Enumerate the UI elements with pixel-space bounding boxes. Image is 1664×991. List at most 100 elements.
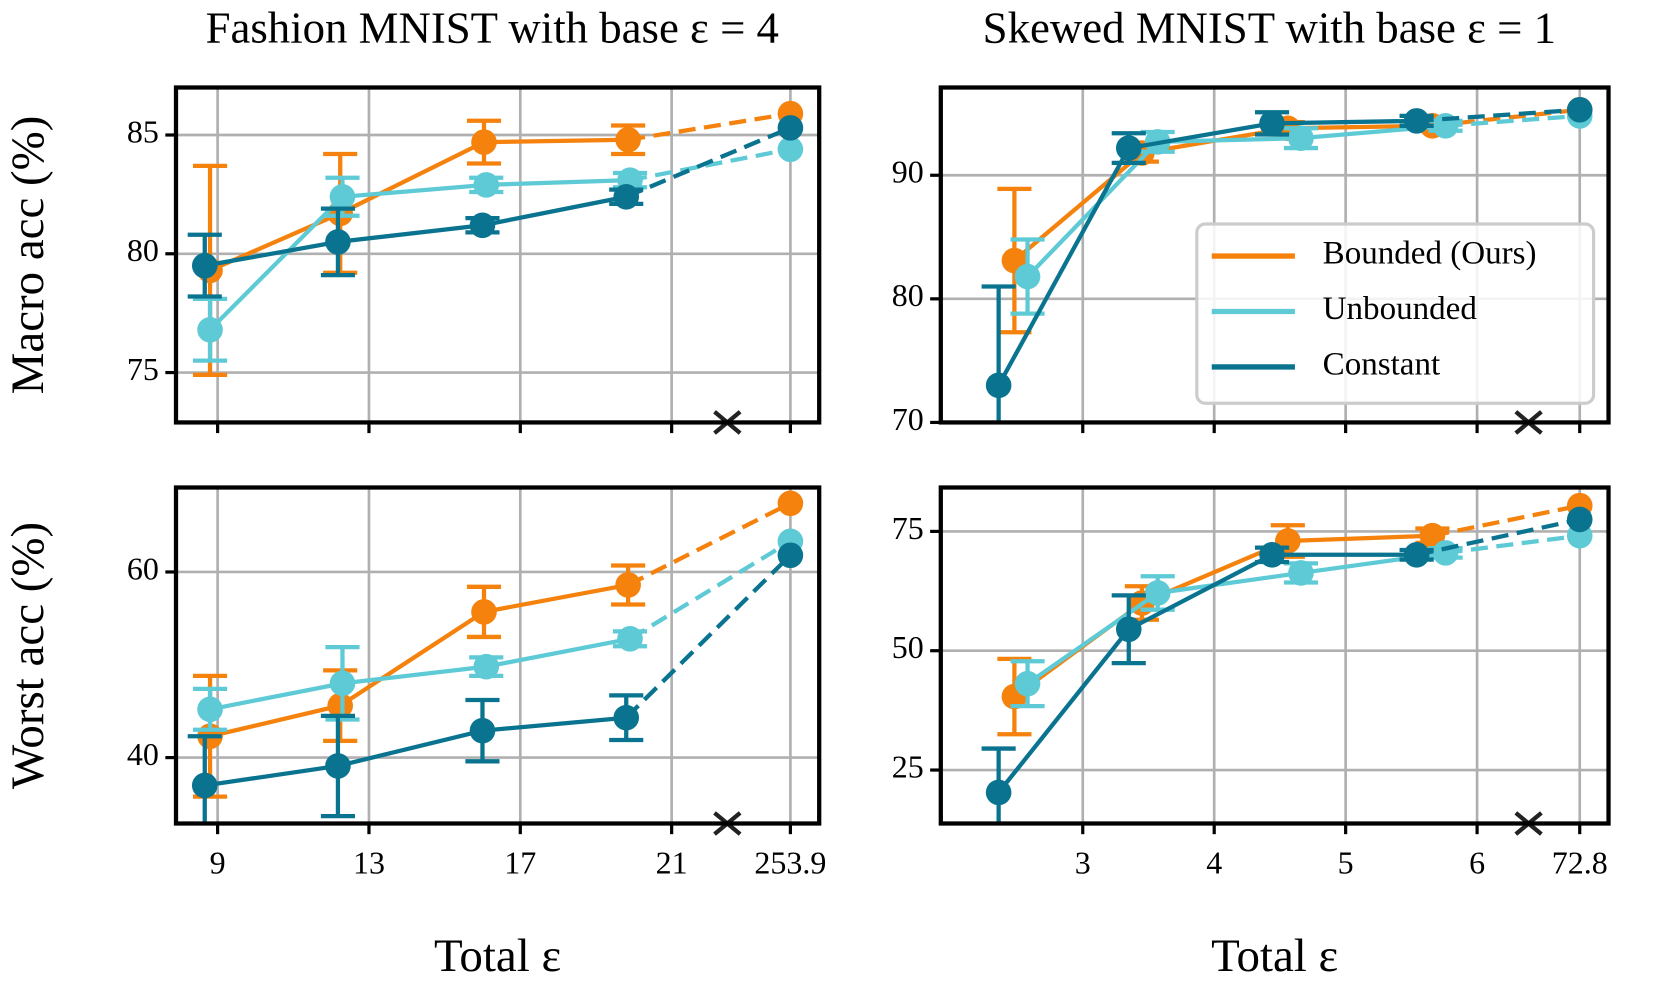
marker [473,653,500,680]
chart-title: Skewed MNIST with base ε = 1 [983,2,1556,52]
y-tick-label: 90 [892,154,924,190]
dashed-line [625,125,792,199]
marker [777,542,804,569]
dashed-line [627,111,791,142]
marker [1288,125,1314,151]
marker [325,753,351,779]
line [996,118,1417,387]
plot-area [176,487,820,824]
x-axis-label: Total ε [1211,930,1338,982]
marker [1566,96,1593,123]
marker [1259,110,1285,137]
dashed-line [1445,113,1580,128]
line [996,552,1417,794]
marker [985,779,1012,806]
line [209,582,629,739]
dashed-line [629,147,791,183]
series [997,492,1593,737]
y-tick-label: 75 [127,351,159,387]
x-tick-label: 4 [1206,845,1222,881]
marker [1432,540,1459,566]
line [1026,550,1446,686]
marker [1115,135,1142,161]
x-tick-label: 6 [1469,845,1485,881]
y-tick-label: 70 [892,401,924,437]
x-tick-label: 13 [353,845,385,881]
plot-area [176,87,820,423]
series [187,542,804,824]
x-tick-label: 72.8 [1552,845,1608,881]
marker [777,490,804,517]
x-tick-label: 21 [656,845,688,881]
dashed-line [628,539,792,641]
x-tick-label: 5 [1338,845,1354,881]
marker [471,129,497,155]
y-tick-label: 50 [892,629,924,665]
marker [617,625,643,652]
marker [469,717,496,744]
marker [1403,108,1430,134]
marker [327,692,354,719]
marker [777,115,804,141]
marker [615,572,641,598]
series [1010,522,1593,709]
line [1026,123,1446,279]
axes-frame [173,85,822,425]
series [192,528,804,732]
marker [1403,541,1430,568]
marker [197,316,223,343]
series [981,506,1593,824]
y-tick-label: 60 [127,550,159,586]
x-tick-label: 9 [210,845,226,881]
marker [613,183,640,210]
series [192,100,804,378]
marker [1014,263,1041,290]
plot-area [940,87,1609,423]
legend-box [1195,222,1596,405]
marker [329,183,356,210]
y-tick-label: 85 [127,113,159,149]
y-tick-label: 40 [127,736,159,772]
series [981,96,1593,423]
axes-frame [938,85,1611,425]
line [208,178,631,332]
marker [471,599,497,625]
x-tick-label: 17 [504,845,536,881]
chart-title: Fashion MNIST with base ε = 4 [206,2,779,52]
marker [777,136,804,163]
line [209,137,629,273]
marker [1144,580,1171,606]
dashed-line [1416,517,1581,557]
y-axis-label: Macro acc (%) [2,116,54,395]
y-tick-label: 80 [127,232,159,268]
marker [1115,616,1142,643]
marker [615,126,641,153]
x-tick-label: 253.9 [754,845,826,881]
axes-frame [938,485,1611,826]
marker [473,172,500,198]
marker [325,229,351,255]
marker [1288,560,1314,586]
dashed-line [1445,533,1581,556]
marker [613,704,640,731]
x-axis-label: Total ε [434,930,561,982]
marker [1014,670,1041,697]
series [187,115,804,299]
marker [191,252,218,279]
y-tick-label: 80 [892,277,924,313]
line [209,636,631,712]
legend-label: Constant [1323,347,1441,383]
dashed-line [1416,107,1580,123]
line [204,715,627,788]
marker [985,372,1012,399]
legend-label: Bounded (Ours) [1323,236,1537,272]
dashed-line [627,501,792,587]
marker [1259,541,1285,568]
y-tick-label: 75 [892,510,924,546]
y-axis-label: Worst acc (%) [2,522,54,789]
line [1013,533,1433,699]
series [192,136,804,363]
marker [197,696,223,723]
dashed-line [624,553,792,720]
